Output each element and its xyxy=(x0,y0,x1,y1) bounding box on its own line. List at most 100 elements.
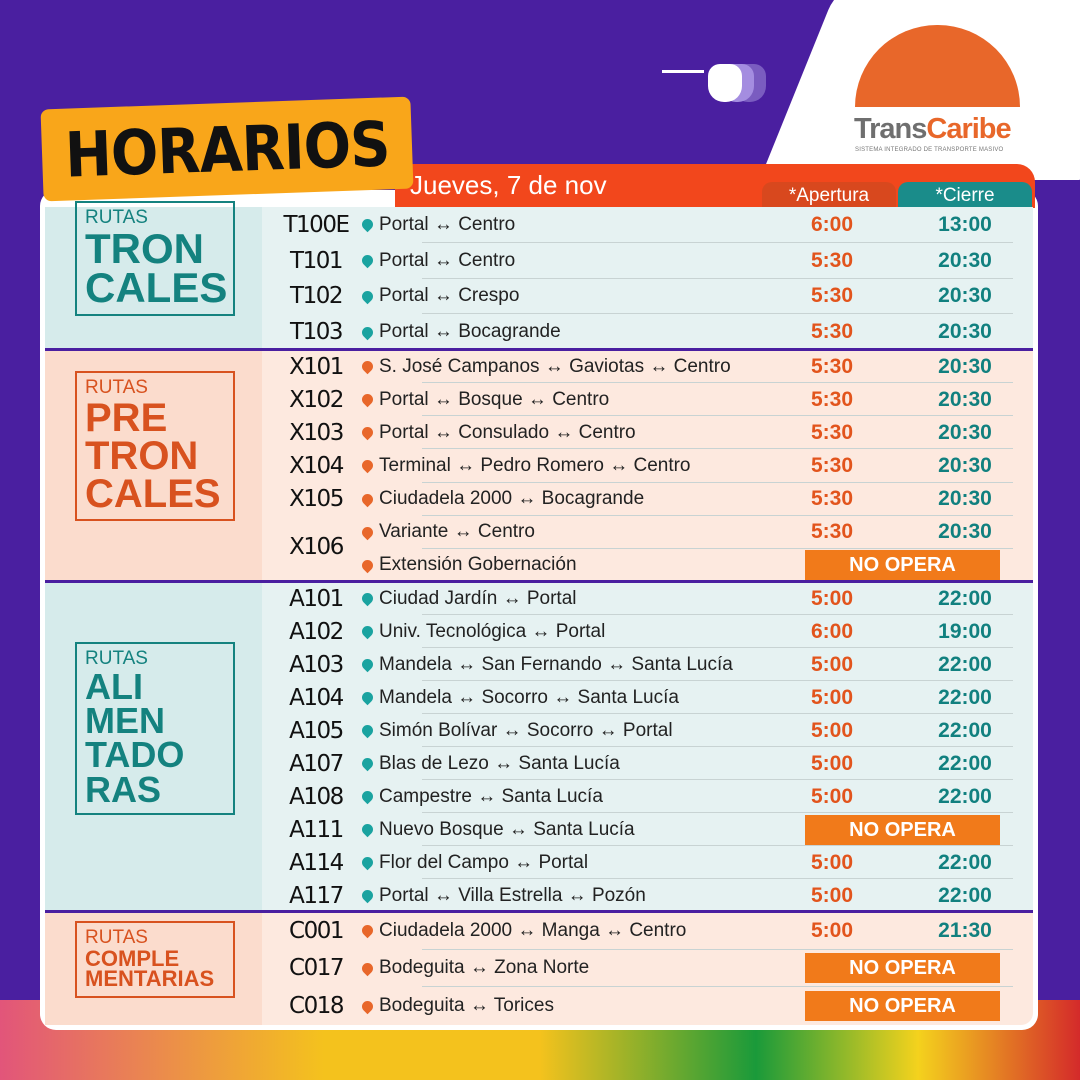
table-row[interactable]: T100E Portal ↔ Centro 6:00 13:00 xyxy=(262,207,1033,243)
table-row[interactable]: T101 Portal ↔ Centro 5:30 20:30 xyxy=(262,243,1033,279)
opening-time: 5:00 xyxy=(810,652,854,676)
route-name: Simón Bolívar ↔ Socorro ↔ Portal xyxy=(379,719,673,741)
table-row[interactable]: A103 Mandela ↔ San Fernando ↔ Santa Lucía… xyxy=(262,648,1033,681)
closing-time: 22:00 xyxy=(938,586,992,610)
route-name: Bodeguita ↔ Zona Norte xyxy=(379,957,590,979)
route-name: Portal ↔ Bosque ↔ Centro xyxy=(379,388,610,410)
closing-time: 22:00 xyxy=(938,718,992,742)
table-row[interactable]: X101 S. José Campanos ↔ Gaviotas ↔ Centro… xyxy=(262,350,1033,384)
section-label: RUTAS COMPLE MENTARIAS xyxy=(75,920,235,999)
route-name: Univ. Tecnológica ↔ Portal xyxy=(379,620,606,642)
opening-time: 5:00 xyxy=(810,685,854,709)
section-side-panel xyxy=(45,912,262,1025)
route-code: A108 xyxy=(289,783,344,810)
location-pin-icon xyxy=(359,557,376,574)
opening-time: 5:30 xyxy=(810,248,854,272)
section-label: RUTAS TRON CALES xyxy=(75,200,235,317)
table-row[interactable]: Extensión Gobernación NO OPERA xyxy=(262,549,1033,582)
table-row[interactable]: A101 Ciudad Jardín ↔ Portal 5:00 22:00 xyxy=(262,582,1033,615)
opening-time: 5:00 xyxy=(810,918,854,942)
table-row[interactable]: A111 Nuevo Bosque ↔ Santa Lucía NO OPERA xyxy=(262,813,1033,846)
brand-trans: Trans xyxy=(854,113,927,145)
route-code: A101 xyxy=(289,585,344,612)
closing-time: 20:30 xyxy=(938,284,992,308)
table-row[interactable]: C018 Bodeguita ↔ Torices NO OPERA xyxy=(262,987,1033,1025)
section-divider xyxy=(45,910,1033,913)
table-row[interactable]: A114 Flor del Campo ↔ Portal 5:00 22:00 xyxy=(262,846,1033,879)
no-opera-badge: NO OPERA xyxy=(805,814,1000,845)
table-row[interactable]: A107 Blas de Lezo ↔ Santa Lucía 5:00 22:00 xyxy=(262,747,1033,780)
table-row[interactable]: X106 Variante ↔ Centro 5:30 20:30 xyxy=(262,516,1033,560)
route-name: Portal ↔ Centro xyxy=(379,213,516,235)
route-code: A111 xyxy=(289,816,344,843)
table-row[interactable]: C017 Bodeguita ↔ Zona Norte NO OPERA xyxy=(262,950,1033,988)
opening-time: 5:30 xyxy=(810,354,854,378)
opening-time: 5:00 xyxy=(810,586,854,610)
table-row[interactable]: C001 Ciudadela 2000 ↔ Manga ↔ Centro 5:00 2… xyxy=(262,912,1033,950)
brand-tagline: SISTEMA INTEGRADO DE TRANSPORTE MASIVO xyxy=(855,147,1004,153)
route-code: T100E xyxy=(283,211,350,238)
closing-time: 20:30 xyxy=(938,420,992,444)
route-code: A114 xyxy=(289,849,344,876)
table-row[interactable]: A117 Portal ↔ Villa Estrella ↔ Pozón 5:00 2… xyxy=(262,879,1033,912)
route-rows: A101 Ciudad Jardín ↔ Portal 5:00 22:00 A102 U… xyxy=(262,582,1033,912)
closing-column-header: *Cierre xyxy=(898,182,1032,208)
opening-time: 5:00 xyxy=(810,850,854,874)
table-row[interactable]: X104 Terminal ↔ Pedro Romero ↔ Centro 5:30… xyxy=(262,449,1033,483)
table-row[interactable]: X103 Portal ↔ Consulado ↔ Centro 5:30 20:30 xyxy=(262,416,1033,450)
route-code: T103 xyxy=(290,319,343,346)
route-code: A117 xyxy=(289,882,344,909)
route-code: C017 xyxy=(289,955,344,982)
route-code: T102 xyxy=(290,283,343,310)
route-code: C018 xyxy=(289,993,344,1020)
closing-time: 21:30 xyxy=(938,918,992,942)
section-divider xyxy=(45,348,1033,351)
route-code: X102 xyxy=(289,386,344,413)
route-code: A102 xyxy=(289,618,344,645)
route-name: Extensión Gobernación xyxy=(379,554,577,576)
table-row[interactable]: A102 Univ. Tecnológica ↔ Portal 6:00 19:00 xyxy=(262,615,1033,648)
table-row[interactable]: A104 Mandela ↔ Socorro ↔ Santa Lucía 5:00 2… xyxy=(262,681,1033,714)
section-label: RUTAS PRE TRON CALES xyxy=(75,371,235,522)
route-name: Ciudadela 2000 ↔ Bocagrande xyxy=(379,488,645,510)
route-code: A107 xyxy=(289,750,344,777)
route-name: Bodeguita ↔ Torices xyxy=(379,995,554,1017)
section-label-line: MENTARIAS xyxy=(85,966,215,992)
opening-time: 5:30 xyxy=(810,284,854,308)
table-row[interactable]: A108 Campestre ↔ Santa Lucía 5:00 22:00 xyxy=(262,780,1033,813)
closing-time: 22:00 xyxy=(938,685,992,709)
opening-time: 6:00 xyxy=(810,619,854,643)
table-row[interactable]: A105 Simón Bolívar ↔ Socorro ↔ Portal 5:00… xyxy=(262,714,1033,747)
opening-column-header: *Apertura xyxy=(762,182,896,208)
route-name: Portal ↔ Centro xyxy=(379,249,516,271)
route-code: X105 xyxy=(289,486,344,513)
closing-time: 20:30 xyxy=(938,320,992,344)
route-name: Nuevo Bosque ↔ Santa Lucía xyxy=(379,818,635,840)
section-side-panel xyxy=(45,207,262,350)
closing-time: 13:00 xyxy=(938,212,992,236)
section-divider xyxy=(45,580,1033,583)
opening-time: 6:00 xyxy=(810,212,854,236)
route-code: C001 xyxy=(289,917,344,944)
section-label-small: RUTAS xyxy=(85,926,148,948)
table-row[interactable]: X102 Portal ↔ Bosque ↔ Centro 5:30 20:30 xyxy=(262,383,1033,417)
table-row[interactable]: T103 Portal ↔ Bocagrande 5:30 20:30 xyxy=(262,314,1033,350)
route-name: Portal ↔ Crespo xyxy=(379,285,520,307)
route-section: RUTAS COMPLE MENTARIAS C001 Ciudadela 2000 ↔… xyxy=(45,912,1033,1025)
closing-time: 22:00 xyxy=(938,652,992,676)
no-opera-badge: NO OPERA xyxy=(805,550,1000,581)
table-row[interactable]: X105 Ciudadela 2000 ↔ Bocagrande 5:30 20:30 xyxy=(262,483,1033,516)
route-code: X101 xyxy=(289,353,344,380)
opening-time: 5:30 xyxy=(810,420,854,444)
table-row[interactable]: T102 Portal ↔ Crespo 5:30 20:30 xyxy=(262,279,1033,315)
opening-time: 5:30 xyxy=(810,320,854,344)
section-label-line: TRON xyxy=(85,224,204,272)
closing-time: 20:30 xyxy=(938,520,992,544)
no-opera-badge: NO OPERA xyxy=(805,953,1000,984)
transcaribe-logo: TransCaribe SISTEMA INTEGRADO DE TRANSPO… xyxy=(850,25,1030,155)
opening-time: 5:00 xyxy=(810,883,854,907)
closing-time: 22:00 xyxy=(938,784,992,808)
route-section: RUTAS ALI MEN TADO RAS A101 Ciudad Jardín ↔ Po… xyxy=(45,582,1033,912)
closing-time: 22:00 xyxy=(938,751,992,775)
opening-time: 5:00 xyxy=(810,784,854,808)
